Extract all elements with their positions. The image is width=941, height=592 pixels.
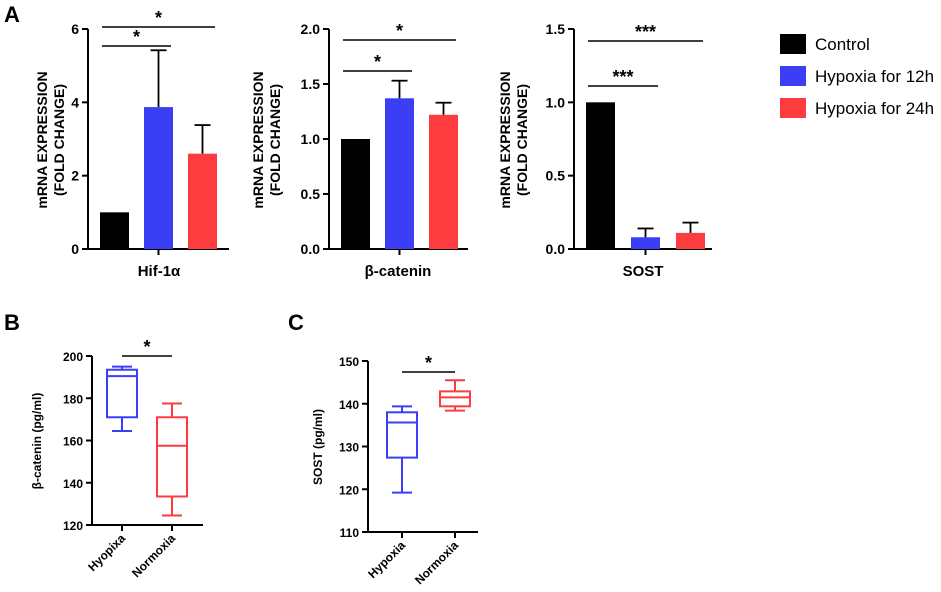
significance-marker: * xyxy=(374,52,381,72)
chart-box-beta-catenin: β-catenin (pg/ml) 120 140 160 180 200 Hyopixa… xyxy=(30,337,203,580)
y-tick-label: 120 xyxy=(63,519,83,533)
y-tick-label: 140 xyxy=(339,398,359,412)
legend-label-hypoxia-24h: Hypoxia for 24h xyxy=(815,99,934,118)
x-tick-label: Normoxia xyxy=(412,538,461,587)
significance-marker: * xyxy=(155,8,162,28)
panel-letter-c: C xyxy=(288,310,304,335)
box-iqr xyxy=(439,390,471,408)
bar-hypoxia-for-24h xyxy=(676,232,705,249)
y-tick-label: 0 xyxy=(71,241,79,257)
y-axis-label-line1: mRNA EXPRESSION xyxy=(34,71,50,208)
y-tick-label: 110 xyxy=(340,526,360,540)
y-axis-label-line1: mRNA EXPRESSION xyxy=(497,71,513,208)
y-tick-label: 2 xyxy=(71,168,79,184)
y-tick-label: 0.5 xyxy=(546,168,566,184)
bar-control xyxy=(100,212,129,249)
x-axis-label: Hif-1α xyxy=(138,263,181,280)
x-tick-label: Normoxia xyxy=(129,531,178,580)
legend-label-hypoxia-12h: Hypoxia for 12h xyxy=(815,67,934,86)
y-axis-label: β-catenin (pg/ml) xyxy=(30,393,44,490)
y-tick-label: 1.5 xyxy=(546,21,566,37)
x-axis-label: SOST xyxy=(623,263,664,280)
bar-control xyxy=(341,139,370,249)
bar-control xyxy=(586,102,615,249)
legend: Control Hypoxia for 12h Hypoxia for 24h xyxy=(780,34,934,118)
y-axis-label-line2: (FOLD CHANGE) xyxy=(514,84,530,196)
y-tick-label: 0.5 xyxy=(301,186,321,202)
significance-marker: * xyxy=(396,21,403,41)
chart-sost: mRNA EXPRESSION (FOLD CHANGE) SOST 0.0 0.… xyxy=(497,21,712,280)
legend-label-control: Control xyxy=(815,35,870,54)
y-tick-label: 4 xyxy=(71,94,79,110)
chart-hif1a: mRNA EXPRESSION (FOLD CHANGE) Hif-1α 0 2 4… xyxy=(34,8,229,280)
y-tick-label: 0.0 xyxy=(301,241,321,257)
significance-marker: * xyxy=(143,337,150,357)
y-axis-label-line2: (FOLD CHANGE) xyxy=(51,84,67,196)
bar-hypoxia-for-12h xyxy=(144,107,173,249)
x-tick-label: Hypoxia xyxy=(365,538,408,581)
y-tick-label: 160 xyxy=(63,435,83,449)
bar-hypoxia-for-12h xyxy=(385,98,414,249)
significance-marker: * xyxy=(133,27,140,47)
y-axis-label-line1: mRNA EXPRESSION xyxy=(250,71,266,208)
y-tick-label: 120 xyxy=(339,483,359,497)
significance-marker: * xyxy=(425,353,432,373)
box-iqr xyxy=(156,416,188,498)
legend-swatch-hypoxia-24h xyxy=(780,98,806,118)
y-tick-label: 130 xyxy=(339,441,359,455)
y-tick-label: 180 xyxy=(63,392,83,406)
legend-swatch-hypoxia-12h xyxy=(780,66,806,86)
y-tick-label: 140 xyxy=(63,477,83,491)
y-tick-label: 1.5 xyxy=(301,76,321,92)
chart-box-sost: SOST (pg/ml) 110 120 130 140 150 Hypoxia Normo… xyxy=(311,353,478,587)
y-tick-label: 2.0 xyxy=(301,21,321,37)
bar-hypoxia-for-24h xyxy=(188,153,217,249)
y-axis-label: SOST (pg/ml) xyxy=(311,409,325,485)
chart-beta-catenin: mRNA EXPRESSION (FOLD CHANGE) β-catenin … xyxy=(250,21,468,280)
y-tick-label: 1.0 xyxy=(546,94,566,110)
box-iqr xyxy=(106,368,138,419)
y-tick-label: 150 xyxy=(339,355,359,369)
y-axis-label-line2: (FOLD CHANGE) xyxy=(267,84,283,196)
x-axis-label: β-catenin xyxy=(365,263,432,280)
y-tick-label: 6 xyxy=(71,21,79,37)
significance-marker: *** xyxy=(635,22,656,42)
x-tick-label: Hyopixa xyxy=(85,531,128,574)
y-tick-label: 0.0 xyxy=(546,241,566,257)
panel-letter-b: B xyxy=(4,310,20,335)
y-tick-label: 1.0 xyxy=(301,131,321,147)
y-tick-label: 200 xyxy=(63,350,83,364)
legend-swatch-control xyxy=(780,34,806,54)
significance-marker: *** xyxy=(612,67,633,87)
bar-hypoxia-for-12h xyxy=(631,237,660,249)
box-iqr xyxy=(386,411,418,459)
panel-letter-a: A xyxy=(4,2,20,27)
bar-hypoxia-for-24h xyxy=(429,114,458,249)
